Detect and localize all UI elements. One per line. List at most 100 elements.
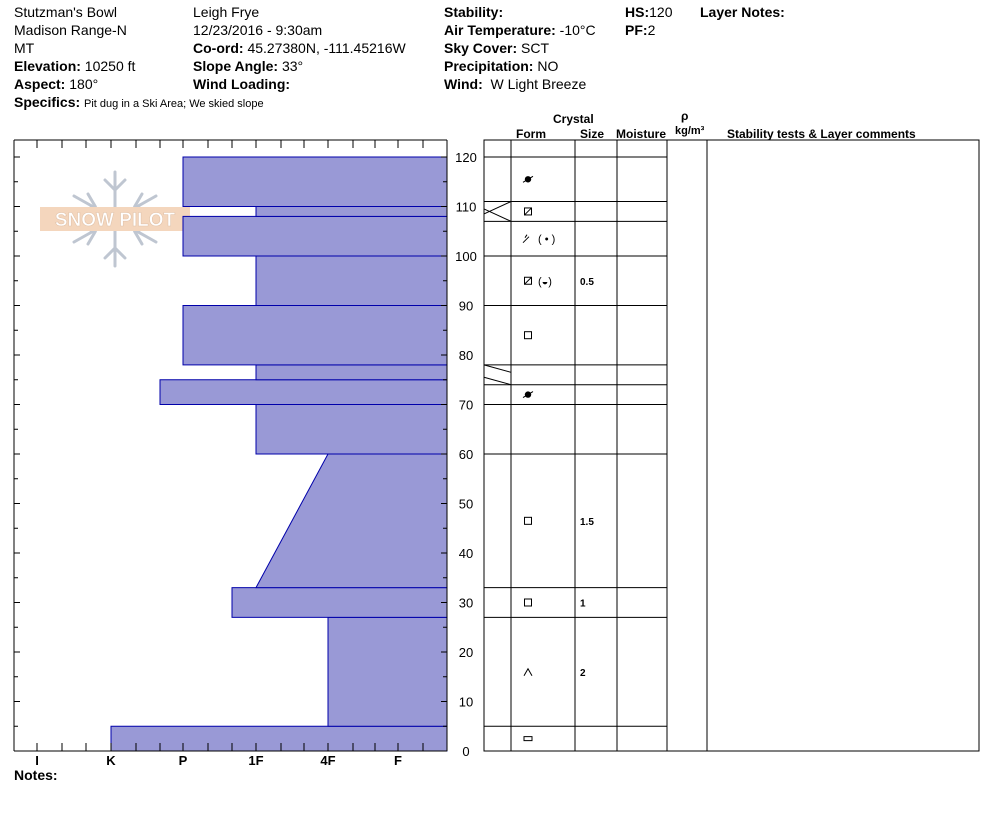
- sky-cover-value: SCT: [521, 40, 550, 56]
- height-tick-label: 50: [459, 497, 473, 512]
- hardness-bar: [255, 255, 448, 306]
- air-temp-field: Air Temperature: -10°C: [444, 22, 596, 38]
- aspect-value: 180°: [69, 76, 99, 92]
- pf-label: PF:: [625, 22, 648, 38]
- hardness-bar: [255, 404, 448, 455]
- watermark-banner: [40, 207, 190, 231]
- elevation-value: 10250 ft: [84, 58, 136, 74]
- slope-label: Slope Angle:: [193, 58, 279, 74]
- hardness-tick-label: K: [106, 753, 116, 768]
- grain-form-icon: [523, 667, 533, 677]
- elevation-label: Elevation:: [14, 58, 81, 74]
- grain-form-icon: [522, 391, 534, 399]
- decomposing-icon: [522, 236, 530, 244]
- height-tick-label: 0: [462, 744, 469, 759]
- height-tick-label: 110: [456, 200, 477, 215]
- hs-value: 120: [649, 4, 673, 20]
- slope-field: Slope Angle: 33°: [193, 58, 303, 74]
- depth-hoar-icon: [523, 667, 533, 677]
- secondary-form-label: (◒): [538, 276, 552, 288]
- hardness-bars: [110, 156, 448, 752]
- faceted-hatch: [524, 207, 532, 216]
- hardness-bar: [182, 156, 448, 207]
- hardness-bar: [255, 453, 448, 589]
- hardness-bar: [231, 587, 448, 618]
- coord-field: Co-ord: 45.27380N, -111.45216W: [193, 40, 406, 56]
- layer-connector: [483, 364, 512, 373]
- wind-value: W Light Breeze: [490, 76, 587, 92]
- height-tick-label: 20: [459, 645, 473, 660]
- height-tick-label: 60: [459, 447, 473, 462]
- hardness-bar: [327, 616, 448, 727]
- elevation-field: Elevation: 10250 ft: [14, 58, 135, 74]
- range-name: Madison Range-N: [14, 22, 127, 38]
- faceted-square-icon: [524, 516, 532, 525]
- hardness-bar: [182, 305, 448, 366]
- hardness-bar: [159, 379, 448, 405]
- air-temp-value: -10°C: [559, 22, 596, 38]
- snowpilot-watermark: SNOW PILOT: [40, 170, 190, 268]
- wind-loading-label: Wind Loading:: [193, 76, 291, 92]
- melt-freeze-stroke: [522, 175, 534, 183]
- hardness-bar: [182, 215, 448, 257]
- grain-form-icon: [524, 207, 532, 216]
- sky-cover-label: Sky Cover:: [444, 40, 518, 56]
- wind-field: Wind: W Light Breeze: [444, 76, 586, 92]
- precip-label: Precipitation:: [444, 58, 534, 74]
- hardness-bar: [255, 364, 448, 381]
- faceted-square-icon: [524, 276, 532, 285]
- grain-size-label: 2: [580, 668, 586, 679]
- height-tick-label: 70: [459, 398, 473, 413]
- coord-label: Co-ord:: [193, 40, 244, 56]
- axes: 0 10 20 30 40 50 60 70 80 90 100 110 120 I K P 1F 4F F: [13, 139, 477, 768]
- layer-table: 2 1 1.5 (◒) 0.5 ( • ): [483, 139, 980, 752]
- hardness-tick-label: F: [394, 753, 402, 768]
- form-header: Form: [516, 127, 546, 141]
- faceted-square-icon: [524, 331, 532, 340]
- height-tick-label: 90: [459, 299, 473, 314]
- hardness-tick-label: 1F: [248, 753, 263, 768]
- aspect-label: Aspect:: [14, 76, 66, 92]
- height-tick-label: 80: [459, 348, 473, 363]
- grain-form-icon: [524, 598, 532, 607]
- melt-freeze-stroke: [522, 391, 534, 399]
- secondary-form-label: ( • ): [538, 234, 555, 246]
- hs-field: HS:120: [625, 4, 672, 20]
- faceted-hatch: [524, 276, 532, 285]
- grain-form-icon: [524, 331, 532, 340]
- watermark-text: SNOW PILOT: [55, 210, 176, 231]
- grain-form-icon: [524, 516, 532, 525]
- layer-connector: [483, 201, 512, 215]
- specifics-label: Specifics:: [14, 94, 81, 110]
- grain-form-icon: [523, 736, 533, 742]
- height-tick-label: 30: [459, 596, 473, 611]
- grain-form-icon: ( • ): [522, 234, 555, 246]
- state-name: MT: [14, 40, 35, 56]
- height-tick-label: 100: [455, 249, 477, 264]
- sky-cover-field: Sky Cover: SCT: [444, 40, 549, 56]
- hardness-tick-label: I: [35, 753, 39, 768]
- wind-label: Wind:: [444, 76, 483, 92]
- comments-header: Stability tests & Layer comments: [727, 127, 916, 141]
- stability-label: Stability:: [444, 4, 504, 20]
- decomposing-tick: [524, 234, 528, 238]
- grain-size-label: 1.5: [580, 517, 594, 528]
- faceted-square-icon: [524, 598, 532, 607]
- hardness-tick-label: 4F: [320, 753, 335, 768]
- layer-notes-label: Layer Notes:: [700, 4, 785, 20]
- pf-value: 2: [647, 22, 656, 38]
- aspect-field: Aspect: 180°: [14, 76, 98, 92]
- hardness-tick-label: P: [179, 753, 188, 768]
- height-tick-label: 40: [459, 546, 473, 561]
- air-temp-label: Air Temperature:: [444, 22, 556, 38]
- grain-size-label: 1: [580, 599, 586, 610]
- hs-label: HS:: [625, 4, 650, 20]
- grain-form-icon: [522, 175, 534, 183]
- observer-name: Leigh Frye: [193, 4, 260, 20]
- size-header: Size: [580, 127, 605, 141]
- faceted-square-icon: [524, 207, 532, 216]
- height-tick-label: 120: [455, 150, 477, 165]
- wind-loading-field: Wind Loading:: [193, 76, 290, 92]
- density-symbol: ρ: [681, 109, 689, 123]
- layer-connector: [483, 376, 512, 386]
